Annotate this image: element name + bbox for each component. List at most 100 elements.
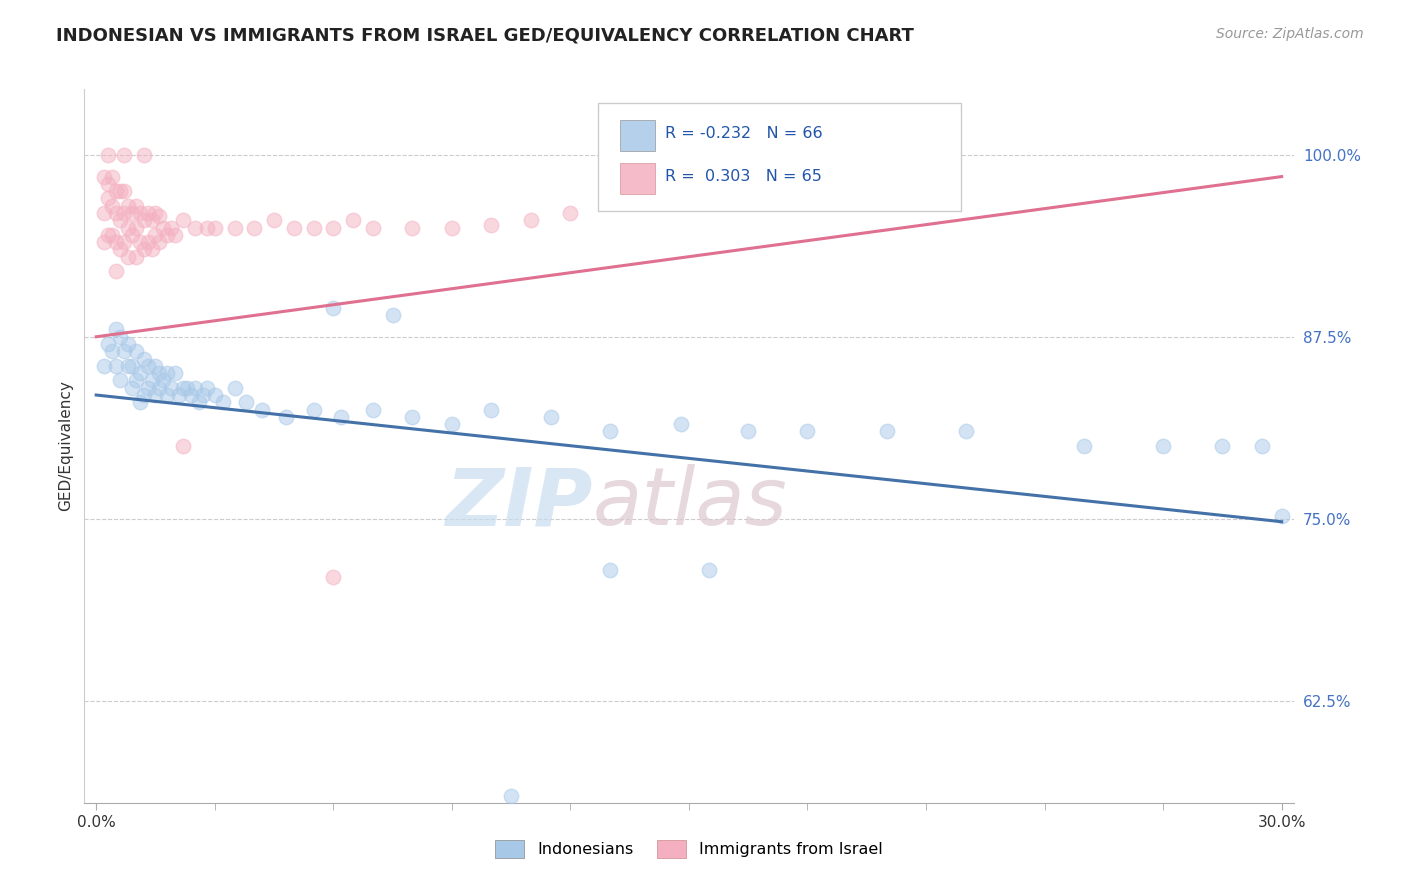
Point: [93, 206, 115, 220]
Point: [112, 206, 135, 220]
Point: [243, 220, 266, 235]
Point: [156, 366, 179, 380]
Text: Source: ZipAtlas.com: Source: ZipAtlas.com: [1216, 27, 1364, 41]
Point: [184, 381, 207, 395]
Point: [121, 206, 143, 220]
Point: [669, 417, 692, 432]
Point: [108, 374, 131, 388]
Point: [167, 388, 190, 402]
Point: [97, 147, 120, 161]
Point: [796, 425, 818, 439]
Point: [145, 227, 167, 242]
Point: [184, 220, 207, 235]
Y-axis label: GED/Equivalency: GED/Equivalency: [58, 381, 73, 511]
Point: [195, 220, 218, 235]
Point: [322, 570, 344, 584]
Point: [97, 337, 120, 351]
Legend: Indonesians, Immigrants from Israel: Indonesians, Immigrants from Israel: [488, 831, 890, 866]
Point: [125, 344, 148, 359]
Point: [104, 235, 127, 249]
Point: [125, 220, 148, 235]
Point: [737, 425, 759, 439]
Point: [112, 235, 135, 249]
Point: [117, 199, 139, 213]
Point: [697, 563, 720, 577]
Point: [1271, 508, 1294, 523]
Text: R = -0.232   N = 66: R = -0.232 N = 66: [665, 126, 823, 141]
Point: [330, 409, 353, 424]
Point: [235, 395, 257, 409]
Point: [121, 359, 143, 373]
Point: [132, 147, 155, 161]
Point: [172, 213, 194, 227]
Text: INDONESIAN VS IMMIGRANTS FROM ISRAEL GED/EQUIVALENCY CORRELATION CHART: INDONESIAN VS IMMIGRANTS FROM ISRAEL GED…: [56, 27, 914, 45]
Point: [145, 388, 167, 402]
Point: [104, 322, 127, 336]
Point: [342, 213, 364, 227]
Point: [160, 381, 183, 395]
Point: [148, 381, 170, 395]
FancyBboxPatch shape: [620, 162, 655, 194]
Point: [599, 563, 621, 577]
Point: [136, 381, 159, 395]
Point: [145, 206, 167, 220]
Point: [148, 209, 170, 223]
Point: [440, 220, 463, 235]
Point: [1073, 439, 1095, 453]
Point: [101, 169, 124, 184]
Point: [128, 366, 150, 380]
Point: [599, 425, 621, 439]
Point: [112, 147, 135, 161]
Point: [520, 213, 543, 227]
Point: [125, 250, 148, 264]
Point: [283, 220, 305, 235]
Point: [361, 220, 384, 235]
Point: [401, 409, 423, 424]
Point: [148, 235, 170, 249]
Point: [180, 388, 202, 402]
Text: R =  0.303   N = 65: R = 0.303 N = 65: [665, 169, 821, 184]
Point: [104, 206, 127, 220]
Point: [108, 330, 131, 344]
Point: [401, 220, 423, 235]
Point: [117, 337, 139, 351]
Point: [172, 381, 194, 395]
Point: [302, 220, 325, 235]
Point: [112, 184, 135, 198]
Point: [132, 388, 155, 402]
Point: [121, 227, 143, 242]
Point: [322, 220, 344, 235]
Point: [117, 359, 139, 373]
Point: [479, 218, 502, 232]
Point: [204, 388, 226, 402]
Point: [165, 227, 187, 242]
Point: [560, 206, 582, 220]
Text: atlas: atlas: [592, 464, 787, 542]
Point: [501, 789, 523, 803]
Point: [211, 395, 233, 409]
Point: [191, 388, 214, 402]
Point: [176, 381, 198, 395]
Point: [93, 235, 115, 249]
Point: [125, 374, 148, 388]
Point: [128, 206, 150, 220]
Point: [97, 177, 120, 191]
Point: [540, 409, 562, 424]
Point: [274, 409, 297, 424]
Point: [479, 402, 502, 417]
Point: [104, 264, 127, 278]
Point: [263, 213, 285, 227]
Point: [381, 308, 404, 322]
Point: [108, 213, 131, 227]
Point: [141, 243, 163, 257]
Point: [250, 402, 273, 417]
Point: [141, 374, 163, 388]
FancyBboxPatch shape: [599, 103, 962, 211]
Point: [876, 425, 898, 439]
Point: [112, 344, 135, 359]
Point: [101, 227, 124, 242]
Point: [160, 220, 183, 235]
Point: [440, 417, 463, 432]
Point: [136, 206, 159, 220]
Point: [108, 243, 131, 257]
